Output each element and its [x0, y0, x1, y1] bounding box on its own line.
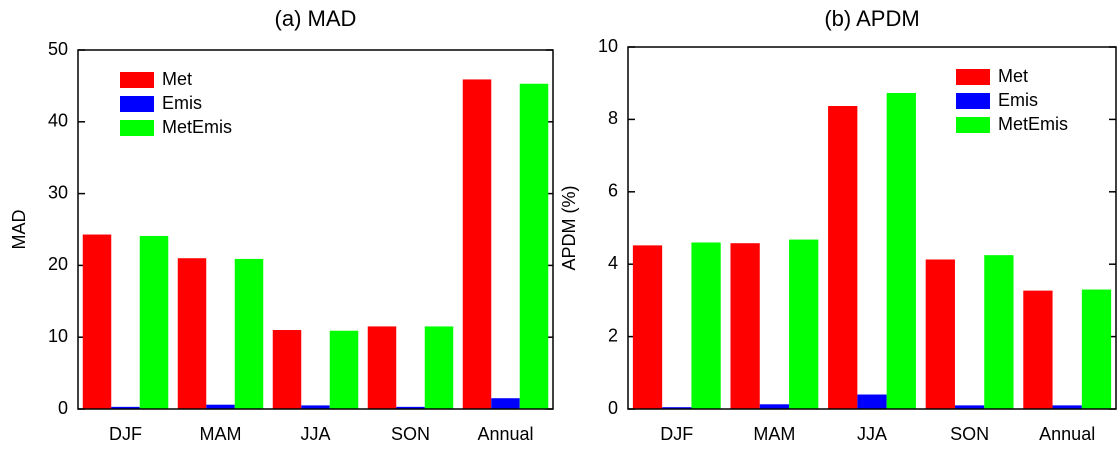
bar — [1052, 405, 1082, 409]
legend-swatch — [956, 69, 990, 85]
x-tick-label: SON — [391, 424, 430, 444]
y-tick-label: 6 — [608, 181, 618, 201]
bar — [82, 234, 112, 409]
legend-label: Met — [998, 66, 1028, 86]
legend-label: Emis — [162, 93, 202, 113]
bar — [424, 326, 454, 409]
y-tick-label: 2 — [608, 325, 618, 345]
bar — [139, 235, 169, 409]
y-tick-label: 8 — [608, 108, 618, 128]
bar — [396, 406, 425, 409]
y-tick-label: 0 — [608, 398, 618, 418]
y-tick-label: 30 — [48, 182, 68, 202]
legend-label: Met — [162, 69, 192, 89]
legend-label: MetEmis — [998, 114, 1068, 134]
x-tick-label: MAM — [753, 424, 795, 444]
legend-swatch — [120, 120, 154, 136]
chart-title: (b) APDM — [824, 6, 919, 31]
chart-title: (a) MAD — [275, 6, 357, 31]
x-tick-label: JJA — [300, 424, 330, 444]
bar — [828, 106, 858, 410]
bar — [206, 404, 235, 409]
y-tick-label: 50 — [48, 39, 68, 59]
x-tick-label: JJA — [857, 424, 887, 444]
bar — [691, 242, 721, 409]
bar — [462, 79, 492, 410]
x-tick-label: DJF — [109, 424, 142, 444]
bar — [177, 258, 207, 409]
legend-swatch — [956, 117, 990, 133]
legend-swatch — [956, 93, 990, 109]
bar — [954, 405, 985, 409]
bar — [234, 258, 264, 409]
plot-frame — [627, 46, 1117, 410]
bar — [984, 255, 1014, 409]
bar — [272, 330, 302, 409]
bar — [857, 394, 887, 409]
bar — [789, 239, 819, 409]
bar — [1081, 289, 1112, 409]
y-tick-label: 0 — [58, 398, 68, 418]
legend-label: Emis — [998, 90, 1038, 110]
x-tick-label: Annual — [477, 424, 533, 444]
x-tick-label: SON — [950, 424, 989, 444]
bar — [491, 398, 520, 409]
bar — [632, 245, 663, 409]
bar — [329, 330, 359, 409]
y-tick-label: 10 — [598, 36, 618, 56]
bar — [1023, 290, 1053, 409]
bar — [759, 404, 790, 409]
x-tick-label: DJF — [660, 424, 693, 444]
bar — [301, 405, 330, 409]
y-tick-label: 20 — [48, 254, 68, 274]
x-tick-label: Annual — [1039, 424, 1095, 444]
legend-label: MetEmis — [162, 117, 232, 137]
bar — [886, 92, 916, 409]
bar — [519, 83, 549, 409]
legend-swatch — [120, 96, 154, 112]
bar — [730, 243, 760, 409]
y-tick-label: 4 — [608, 253, 618, 273]
y-tick-label: 10 — [48, 326, 68, 346]
y-axis-label: APDM (%) — [559, 186, 579, 271]
legend-swatch — [120, 72, 154, 88]
bar — [367, 326, 397, 409]
bar — [662, 407, 692, 409]
bar — [925, 259, 955, 409]
plot-frame — [77, 49, 554, 410]
x-tick-label: MAM — [200, 424, 242, 444]
y-tick-label: 40 — [48, 111, 68, 131]
bar — [111, 406, 140, 409]
y-axis-label: MAD — [9, 210, 29, 250]
